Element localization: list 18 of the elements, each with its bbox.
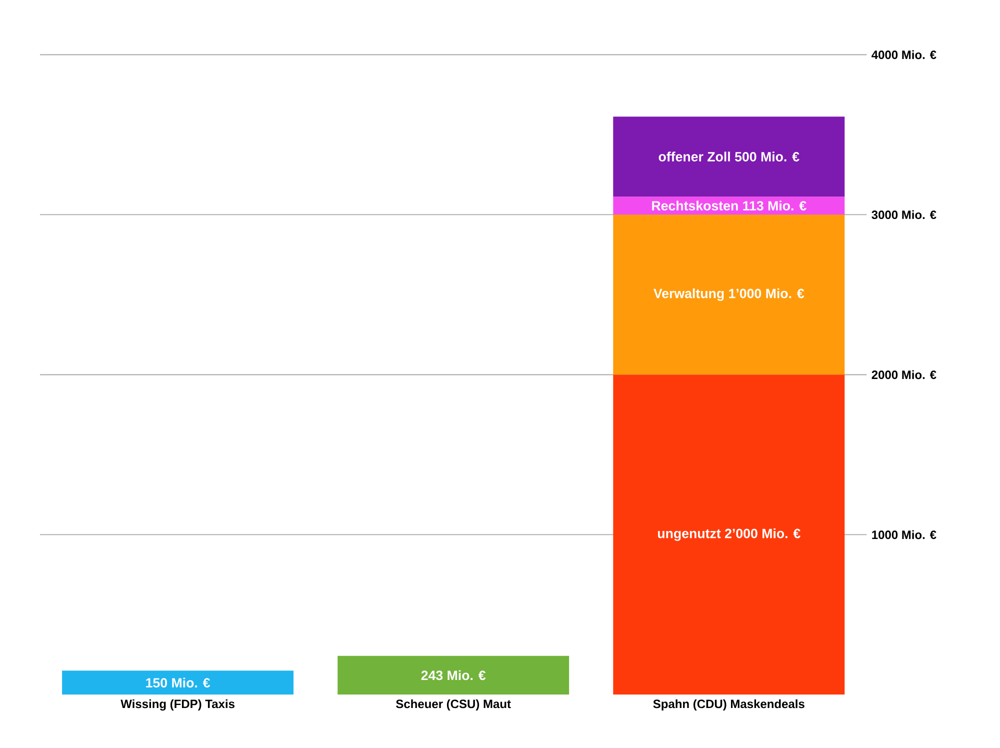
y-tick-label: 4000 Mio. € xyxy=(872,50,936,60)
y-tick-label: 2000 Mio. € xyxy=(872,370,936,380)
x-tick-label: Scheuer (CSU) Maut xyxy=(396,699,511,711)
y-tick-label: 1000 Mio. € xyxy=(872,530,936,540)
y-tick-label: 3000 Mio. € xyxy=(872,210,936,220)
bar xyxy=(338,656,570,695)
data-label: Verwaltung 1’000 Mio. € xyxy=(654,288,804,301)
bar xyxy=(613,116,845,197)
bar xyxy=(613,214,845,375)
data-label: offener Zoll 500 Mio. € xyxy=(658,152,800,162)
data-label: ungenutzt 2’000 Mio. € xyxy=(658,528,800,541)
data-label: 150 Mio. € xyxy=(146,678,210,688)
x-tick-label: Wissing (FDP) Taxis xyxy=(120,699,234,711)
data-label: Rechtskosten 113 Mio. € xyxy=(652,200,806,211)
data-label: 243 Mio. € xyxy=(421,670,486,680)
bar xyxy=(62,670,294,695)
x-tick-label: Spahn (CDU) Maskendeals xyxy=(653,699,804,711)
bar xyxy=(613,374,845,695)
